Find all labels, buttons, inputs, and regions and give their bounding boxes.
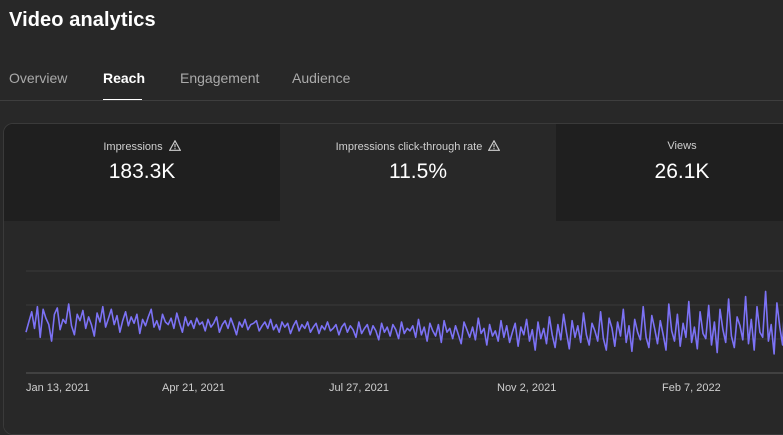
x-tick-label: Feb 7, 2022 — [662, 382, 721, 394]
chart-grid — [26, 270, 783, 374]
series-line[interactable] — [25, 277, 783, 355]
x-tick-label: Nov 2, 2021 — [497, 382, 556, 394]
metric-value: 183.3K — [108, 160, 176, 183]
tab-audience[interactable]: Audience — [292, 70, 351, 86]
metric-label: Impressions click-through rate — [335, 141, 483, 153]
tab-engagement[interactable]: Engagement — [180, 70, 260, 86]
tab-overview[interactable]: Overview — [9, 70, 68, 86]
tab-reach[interactable]: Reach — [103, 70, 146, 86]
x-axis-ticks: Jan 13, 2021 Apr 21, 2021 Jul 27, 2021 Nov … — [26, 382, 721, 394]
warning-icon — [168, 140, 181, 151]
impressions-line-chart: Jan 13, 2021 Apr 21, 2021 Jul 27, 2021 Nov … — [25, 270, 783, 394]
x-tick-label: Jul 27, 2021 — [329, 382, 389, 394]
metric-label: Impressions — [103, 141, 163, 153]
metric-views[interactable]: Views 26.1K — [557, 124, 783, 221]
metric-impressions[interactable]: Impressions 183.3K — [4, 124, 280, 221]
page-title: Video analytics — [9, 9, 156, 31]
x-tick-label: Apr 21, 2021 — [162, 382, 225, 394]
metric-label: Views — [667, 140, 697, 152]
analytics-card: Impressions 183.3K Impressions click-thr… — [3, 123, 783, 435]
tab-bar: Overview Reach Engagement Audience — [0, 56, 783, 101]
tabs-divider — [0, 100, 783, 101]
metric-value: 26.1K — [654, 160, 710, 183]
metric-click-through-rate[interactable]: Impressions click-through rate 11.5% — [280, 124, 556, 221]
x-tick-label: Jan 13, 2021 — [26, 382, 90, 394]
warning-icon — [488, 140, 501, 151]
chart-area: Jan 13, 2021 Apr 21, 2021 Jul 27, 2021 Nov … — [4, 221, 783, 434]
metric-value: 11.5% — [389, 160, 447, 183]
